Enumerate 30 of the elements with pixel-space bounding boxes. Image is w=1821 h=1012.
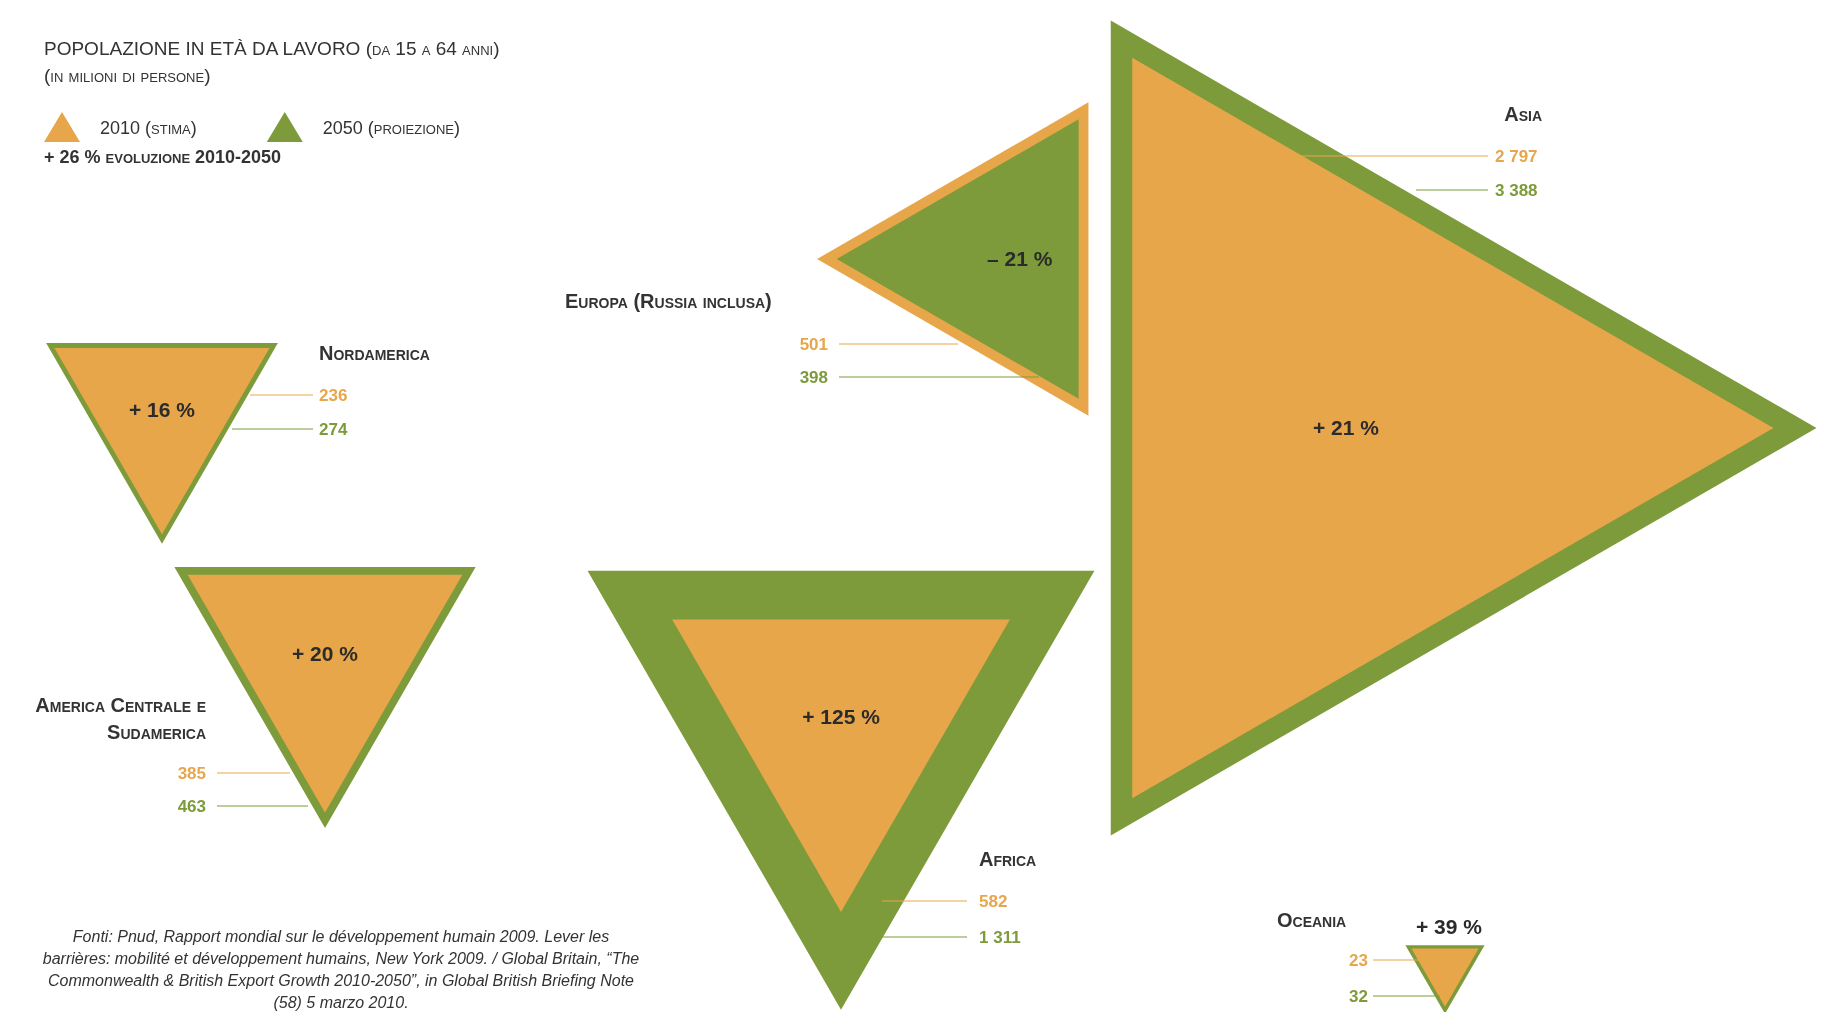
data-label: 23 [1349,950,1368,970]
text: Fonti: Pnud, Rapport mondial sur le développement humain 2009. Lever les barrières: mobilité et développement humains, New York 2009. / Global Britain, “The Commonwealth & British Export Growth 2010-2050”, in Global British Briefing Note (58) 5 marzo 2010. [42,928,640,1011]
text: – 21 % [987,247,1053,271]
data-label: 32 [1349,986,1368,1006]
data-label: 398 [799,367,828,387]
legend-label: 2050 (proiezione) [322,118,460,138]
category-label: Nordamerica [319,342,430,364]
text: + 21 % [1313,416,1379,440]
data-label: 2 797 [1495,146,1538,166]
category-label: Europa (Russia inclusa) [565,290,772,312]
category-label: Asia [1504,103,1542,125]
data-label: 463 [177,796,206,816]
category-label: Africa [979,848,1037,870]
text: + 20 % [292,642,358,666]
text: + 26 % evoluzione 2010-2050 [44,147,282,167]
category-label: Oceania [1277,909,1347,931]
data-label: 501 [799,334,828,354]
data-label: 3 388 [1495,180,1538,200]
text: + 16 % [129,398,195,422]
data-label: 274 [319,419,348,439]
data-label: 1 311 [979,927,1021,947]
category-label: America Centrale e Sudamerica [35,694,206,743]
data-label: 236 [319,385,348,405]
data-label: 582 [979,891,1008,911]
text: (in milioni di persone) [44,65,211,86]
text: POPOLAZIONE IN ETÀ DA LAVORO (da 15 a 64 anni) [44,38,500,59]
text: + 39 % [1416,915,1482,939]
text: + 125 % [802,705,880,729]
legend-label: 2010 (stima) [100,118,197,138]
data-label: 385 [177,763,206,783]
